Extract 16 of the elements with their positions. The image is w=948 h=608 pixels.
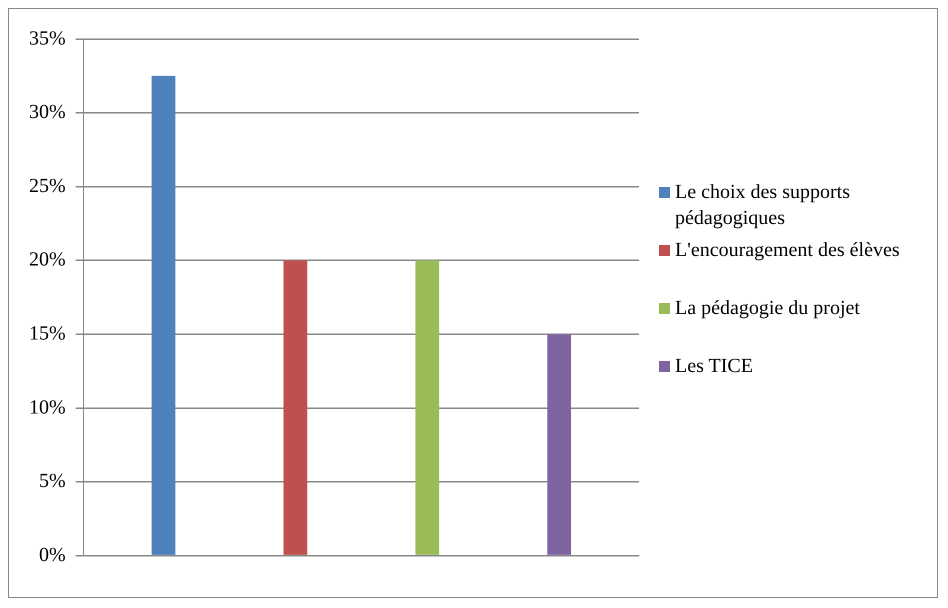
y-tick-label: 10% bbox=[28, 396, 66, 418]
legend-label: L'encouragement des élèves bbox=[675, 238, 900, 263]
y-tick-label: 20% bbox=[28, 248, 66, 271]
bar bbox=[284, 260, 308, 555]
bar bbox=[152, 76, 176, 555]
y-tick-label: 15% bbox=[28, 322, 66, 344]
legend-label: Les TICE bbox=[675, 354, 753, 379]
y-tick-label: 5% bbox=[38, 470, 66, 492]
y-tick-label: 30% bbox=[28, 101, 66, 124]
y-tick-label: 25% bbox=[28, 174, 66, 197]
y-tick-label: 35% bbox=[28, 27, 66, 50]
bar bbox=[547, 334, 572, 555]
legend-label: La pédagogie du projet bbox=[675, 296, 860, 321]
legend-label: Le choix des supports pédagogiques bbox=[675, 180, 851, 231]
y-tick-label: 0% bbox=[38, 544, 66, 566]
bar bbox=[415, 260, 440, 555]
